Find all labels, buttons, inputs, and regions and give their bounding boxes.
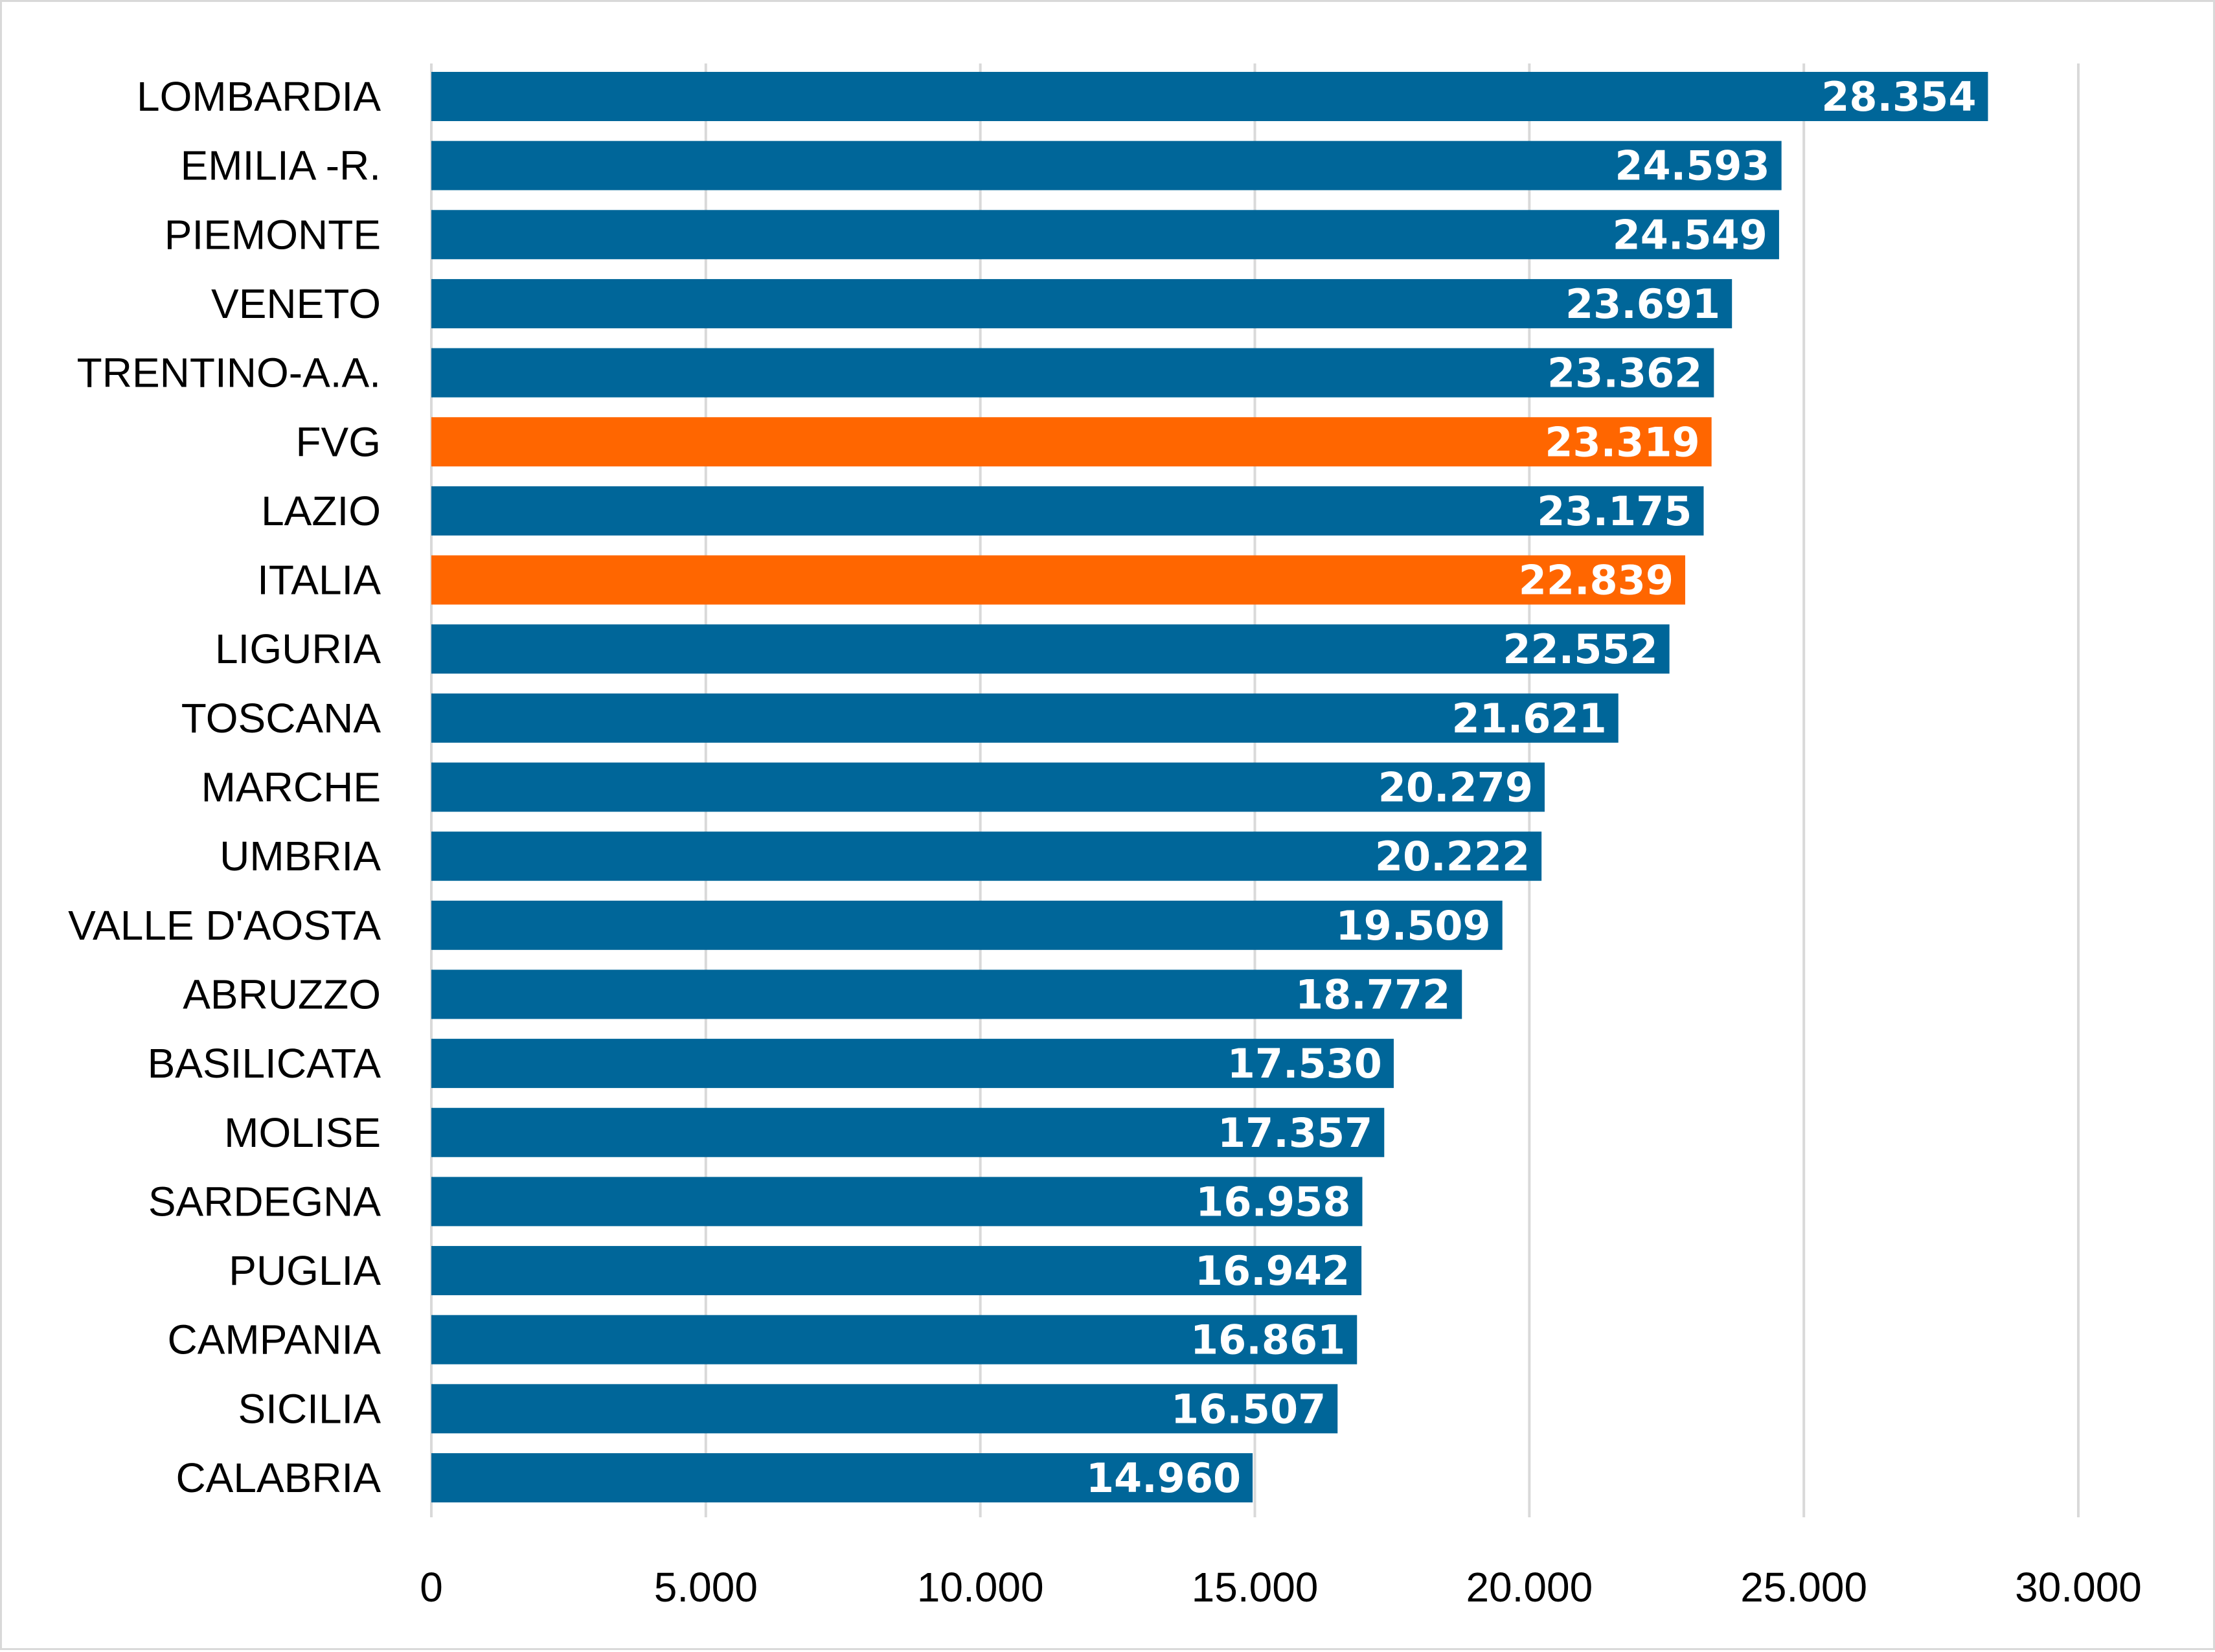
data-label: 23.175	[1537, 488, 1692, 535]
bar	[431, 832, 1542, 881]
category-label: PUGLIA	[229, 1247, 381, 1294]
data-label: 22.839	[1519, 557, 1674, 604]
data-label: 24.593	[1615, 142, 1769, 190]
bar	[431, 969, 1462, 1019]
category-label: MOLISE	[224, 1109, 381, 1156]
data-label: 18.772	[1295, 971, 1450, 1018]
bar	[431, 1107, 1385, 1157]
data-label: 28.354	[1821, 73, 1976, 120]
data-label: 17.530	[1227, 1040, 1382, 1087]
bar	[431, 693, 1619, 743]
data-label: 16.942	[1195, 1247, 1350, 1295]
bar	[431, 1384, 1338, 1434]
x-tick-label: 25.000	[1740, 1564, 1867, 1611]
x-tick-label: 15.000	[1192, 1564, 1319, 1611]
x-tick-label: 20.000	[1466, 1564, 1593, 1611]
x-tick-label: 30.000	[2015, 1564, 2142, 1611]
bar	[431, 555, 1685, 605]
category-label: VENETO	[211, 280, 381, 327]
bar	[431, 486, 1704, 536]
category-label: SARDEGNA	[148, 1178, 381, 1225]
bar	[431, 210, 1779, 260]
x-tick-label: 5.000	[654, 1564, 758, 1611]
category-label: VALLE D'AOSTA	[68, 902, 381, 949]
category-label: TRENTINO-A.A.	[77, 350, 381, 396]
bar	[431, 1039, 1394, 1089]
category-label: FVG	[295, 418, 381, 465]
category-label: ABRUZZO	[183, 971, 381, 1017]
data-label: 19.509	[1335, 902, 1490, 949]
data-label: 23.319	[1545, 418, 1699, 466]
data-label: 21.621	[1451, 695, 1606, 742]
bar	[431, 141, 1782, 190]
x-tick-label: 0	[420, 1564, 443, 1611]
category-label: SICILIA	[238, 1385, 381, 1432]
data-label: 20.279	[1378, 764, 1533, 811]
data-label: 16.958	[1196, 1178, 1350, 1225]
category-label: CAMPANIA	[167, 1317, 381, 1363]
category-label: LAZIO	[261, 488, 381, 534]
data-label: 17.357	[1218, 1109, 1372, 1157]
category-label: EMILIA -R.	[181, 142, 381, 189]
bar	[431, 900, 1503, 950]
bar	[431, 1246, 1362, 1296]
data-label: 14.960	[1086, 1454, 1241, 1502]
data-label: 16.507	[1171, 1385, 1326, 1432]
bars: 28.354 24.593 24.549 23.691 23.362 23.319 23.1…	[431, 72, 1988, 1502]
bar	[431, 762, 1545, 812]
category-label: LIGURIA	[215, 626, 381, 672]
category-labels: LOMBARDIA EMILIA -R. PIEMONTE VENETO TRENTIN…	[68, 73, 381, 1501]
data-label: 22.552	[1503, 626, 1657, 673]
bar	[431, 1315, 1357, 1364]
data-label: 23.691	[1565, 280, 1720, 328]
data-label: 16.861	[1190, 1317, 1345, 1364]
category-label: LOMBARDIA	[137, 73, 381, 120]
category-label: TOSCANA	[181, 695, 381, 741]
bar	[431, 72, 1988, 121]
x-axis-tick-labels: 0 5.000 10.000 15.000 20.000 25.000 30.000	[420, 1564, 2142, 1611]
category-label: ITALIA	[257, 557, 381, 604]
category-label: BASILICATA	[148, 1040, 381, 1087]
category-label: PIEMONTE	[165, 211, 381, 258]
data-label: 20.222	[1375, 833, 1530, 880]
data-label: 23.362	[1547, 350, 1702, 397]
x-tick-label: 10.000	[917, 1564, 1044, 1611]
bar	[431, 1453, 1253, 1502]
bar	[431, 348, 1714, 398]
bar	[431, 624, 1670, 674]
category-label: MARCHE	[201, 764, 381, 811]
category-label: UMBRIA	[220, 833, 381, 879]
bar	[431, 278, 1732, 328]
bar	[431, 417, 1712, 467]
category-label: CALABRIA	[176, 1454, 381, 1501]
data-label: 24.549	[1613, 211, 1767, 258]
bar	[431, 1177, 1363, 1227]
